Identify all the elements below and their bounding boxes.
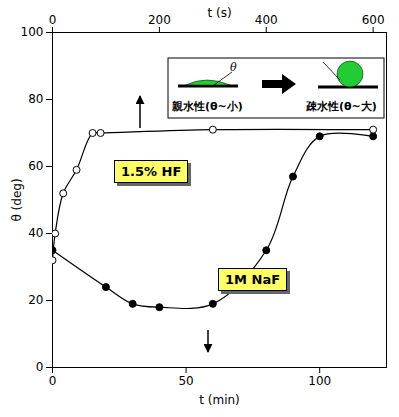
html-text:1.5% HF: 1.5% HF: [121, 164, 182, 179]
svg-text:400: 400: [255, 13, 278, 27]
html-text:1M NaF: 1M NaF: [225, 272, 280, 287]
svg-text:θ: θ: [230, 61, 237, 74]
svg-text:t (s): t (s): [207, 6, 231, 20]
svg-text:600: 600: [362, 13, 385, 27]
svg-text:20: 20: [28, 293, 43, 307]
svg-text:80: 80: [28, 92, 43, 106]
svg-text:0: 0: [49, 13, 57, 27]
svg-text:t (min): t (min): [199, 393, 240, 407]
svg-text:100: 100: [21, 25, 44, 39]
svg-text:50: 50: [178, 374, 193, 388]
svg-text:親水性(θ~小): 親水性(θ~小): [171, 100, 243, 113]
svg-text:60: 60: [28, 159, 43, 173]
svg-text:100: 100: [308, 374, 331, 388]
svg-text:θ (deg): θ (deg): [10, 178, 24, 221]
svg-text:40: 40: [28, 226, 43, 240]
svg-text:0: 0: [36, 360, 44, 374]
svg-text:疎水性(θ~大): 疎水性(θ~大): [305, 100, 377, 113]
svg-text:200: 200: [148, 13, 171, 27]
svg-text:0: 0: [49, 374, 57, 388]
